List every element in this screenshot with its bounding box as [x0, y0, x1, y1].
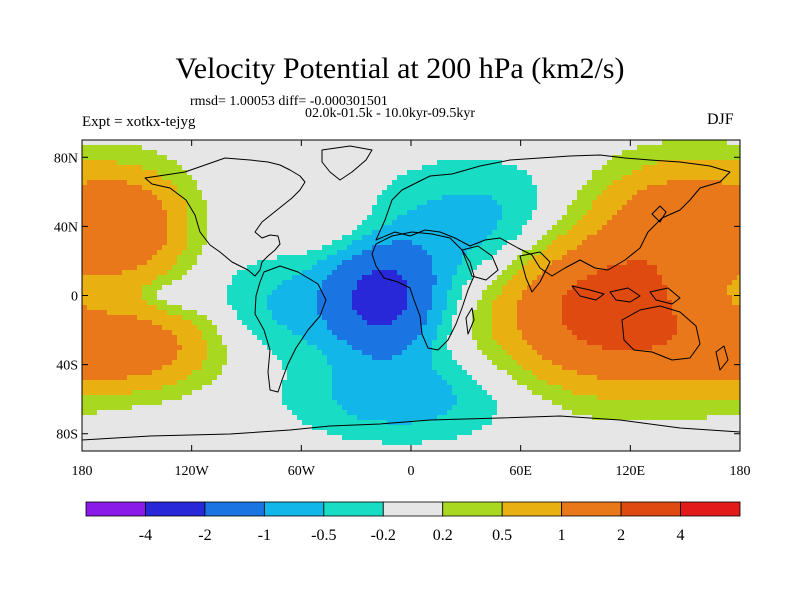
x-tick-label: 0	[408, 464, 415, 479]
colorbar-swatch	[620, 501, 681, 517]
coast-arabia	[461, 245, 499, 281]
y-tick-label: 0	[71, 290, 78, 305]
x-tick-label: 60E	[509, 464, 532, 479]
rmsd-diff-label: rmsd= 1.00053 diff= -0.000301501	[190, 94, 388, 109]
y-tick-label: 80N	[54, 151, 78, 166]
colorbar-swatch	[145, 501, 206, 517]
x-tick-label: 180	[730, 464, 751, 479]
colorbar-swatch	[382, 501, 444, 517]
colorbar-swatch	[323, 501, 384, 517]
y-tick-label: 40S	[56, 359, 78, 374]
coast-south-america	[254, 265, 327, 393]
experiment-label: Expt = xotkx-tejyg	[82, 114, 196, 130]
coast-india	[519, 251, 551, 293]
colorbar-label: -1	[258, 527, 271, 544]
coast-greenland	[321, 145, 373, 181]
chart-title: Velocity Potential at 200 hPa (km2/s)	[175, 52, 625, 85]
coast-australia	[621, 305, 701, 361]
coast-new-zealand	[715, 345, 729, 371]
colorbar-swatch	[561, 501, 622, 517]
colorbar-label: 0.5	[492, 527, 512, 544]
season-label: DJF	[707, 111, 734, 128]
colorbar-label: -4	[139, 527, 152, 544]
x-tick-label: 120W	[175, 464, 210, 479]
period-label: 02.0k-01.5k - 10.0kyr-09.5kyr	[305, 106, 476, 121]
coast-antarctica	[82, 415, 740, 451]
colorbar-label: -0.5	[311, 527, 336, 544]
y-tick-label: 40N	[54, 220, 78, 235]
coast-africa	[371, 231, 475, 351]
colorbar-label: 0.2	[433, 527, 453, 544]
colorbar-label: -2	[198, 527, 211, 544]
x-tick-label: 120E	[616, 464, 646, 479]
y-tick-label: 80S	[56, 428, 78, 443]
x-tick-label: 180	[72, 464, 93, 479]
x-tick-label: 60W	[288, 464, 316, 479]
colorbar-label: 1	[558, 527, 566, 544]
y-axis: 80N 40N 0 40S 80S	[54, 151, 740, 443]
colorbar-label: -0.2	[371, 527, 396, 544]
colorbar-swatch	[442, 501, 503, 517]
shaded-field	[82, 140, 740, 451]
coast-europe-asia	[375, 154, 731, 277]
colorbar-swatch	[680, 501, 741, 517]
colorbar-swatch	[85, 501, 146, 517]
colorbar-label: 2	[617, 527, 625, 544]
coast-north-america	[144, 157, 306, 277]
colorbar-swatch	[263, 501, 325, 517]
coast-japan	[651, 205, 667, 223]
coast-madagascar	[465, 307, 475, 335]
x-axis: 180 120W 60W 0 60E 120E 180	[72, 140, 751, 479]
coast-maritime-islands	[571, 285, 681, 305]
colorbar-label: 4	[677, 527, 685, 544]
colorbar-swatch	[501, 501, 563, 517]
colorbar: -4 -2 -1 -0.5 -0.2 0.2 0.5 1 2 4	[85, 501, 741, 544]
coastlines	[82, 145, 740, 451]
colorbar-swatch	[204, 501, 265, 517]
